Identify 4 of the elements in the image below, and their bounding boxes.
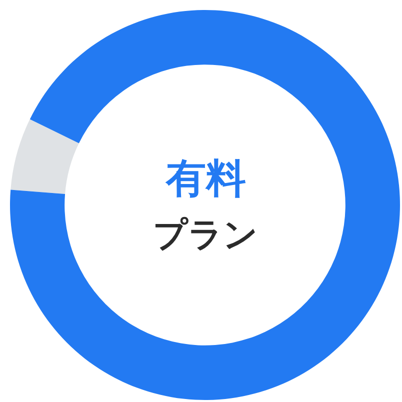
text: プラン [153, 215, 258, 255]
text: 有料 [165, 156, 246, 202]
donut-slice [10, 119, 79, 194]
donut-slice [10, 10, 400, 400]
